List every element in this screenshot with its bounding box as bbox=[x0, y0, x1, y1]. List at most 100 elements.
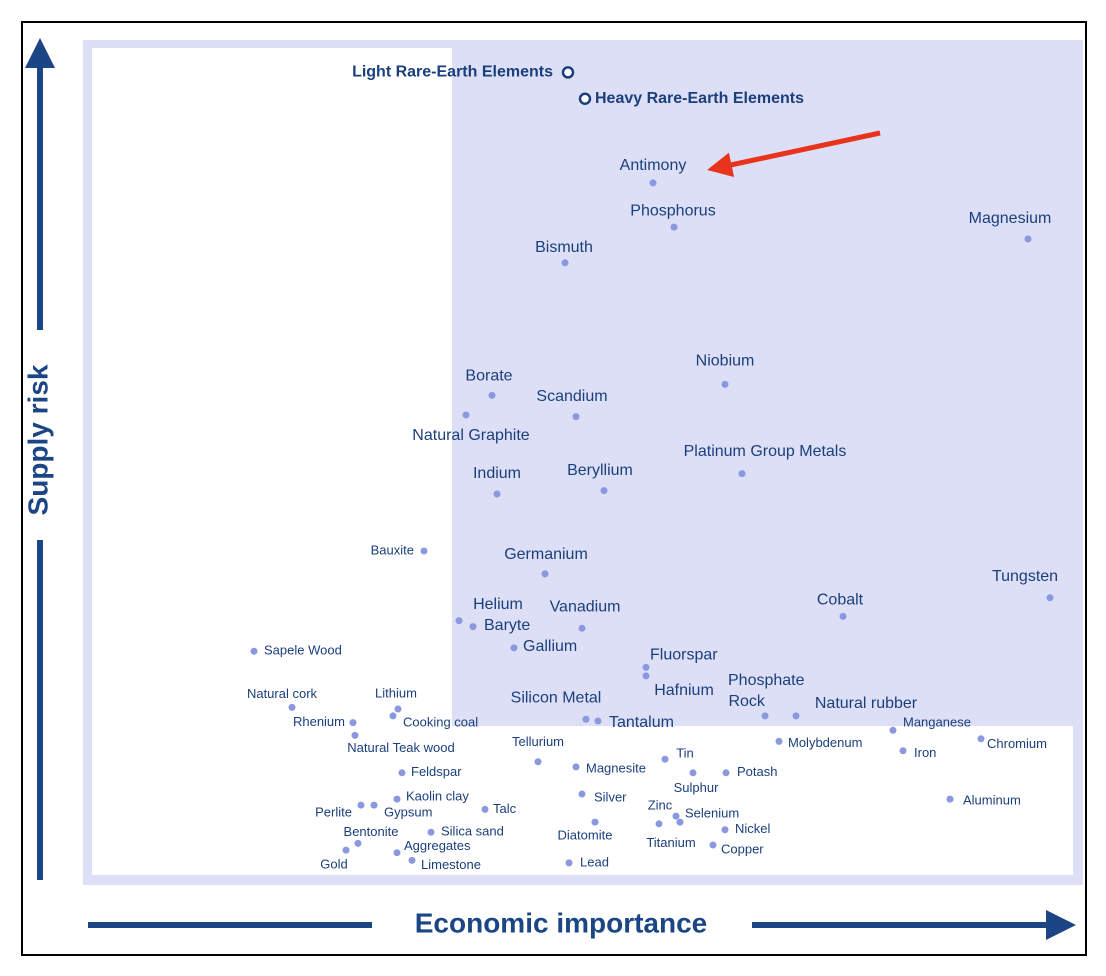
point bbox=[389, 712, 397, 720]
point bbox=[288, 703, 296, 711]
y-axis-title: Supply risk bbox=[22, 364, 53, 515]
critical-region bbox=[452, 40, 1083, 727]
point-label: Tantalum bbox=[609, 714, 674, 731]
point bbox=[408, 856, 416, 864]
point-label: Sapele Wood bbox=[264, 643, 342, 658]
point-label: Vanadium bbox=[550, 599, 621, 616]
point bbox=[722, 769, 730, 777]
point-label: Silver bbox=[594, 789, 627, 804]
point-label: Chromium bbox=[987, 736, 1047, 751]
point-label: Gallium bbox=[523, 638, 577, 655]
point bbox=[591, 818, 599, 826]
point-label: Potash bbox=[737, 764, 777, 779]
point-label: Selenium bbox=[685, 806, 739, 821]
point bbox=[792, 712, 800, 720]
point bbox=[469, 623, 477, 631]
point-label: Phosphorus bbox=[630, 202, 715, 219]
point-label: Aggregates bbox=[404, 838, 471, 853]
point-label: Tellurium bbox=[512, 734, 564, 749]
point bbox=[839, 612, 847, 620]
point-label: Rhenium bbox=[293, 714, 345, 729]
annotation-arrow bbox=[707, 130, 881, 178]
point-label: Diatomite bbox=[558, 828, 613, 843]
point bbox=[427, 828, 435, 836]
point bbox=[572, 763, 580, 771]
point-label: Natural cork bbox=[247, 686, 318, 701]
point-label: Platinum Group Metals bbox=[684, 443, 847, 460]
point bbox=[565, 859, 573, 867]
point bbox=[655, 820, 663, 828]
point bbox=[481, 805, 489, 813]
point bbox=[349, 719, 357, 727]
point bbox=[578, 790, 586, 798]
point-label: Feldspar bbox=[411, 764, 462, 779]
point bbox=[721, 826, 729, 834]
point-label: Iron bbox=[914, 745, 936, 760]
point-label: Indium bbox=[473, 465, 521, 482]
point bbox=[670, 223, 678, 231]
point-label: Bentonite bbox=[344, 824, 399, 839]
point bbox=[594, 717, 602, 725]
point bbox=[582, 715, 590, 723]
point bbox=[775, 737, 783, 745]
plot-background bbox=[83, 40, 1083, 885]
point bbox=[946, 795, 954, 803]
point-label: Light Rare-Earth Elements bbox=[352, 64, 553, 81]
point bbox=[689, 769, 697, 777]
hollow-point bbox=[578, 92, 592, 105]
point bbox=[899, 747, 907, 755]
point bbox=[738, 470, 746, 478]
point bbox=[642, 663, 650, 671]
point bbox=[462, 411, 470, 419]
point-label: Aluminum bbox=[963, 793, 1021, 808]
point-label: Perlite bbox=[315, 805, 352, 820]
point bbox=[761, 712, 769, 720]
point bbox=[370, 801, 378, 809]
point-label: Silica sand bbox=[441, 824, 504, 839]
point-label: Manganese bbox=[903, 715, 971, 730]
point bbox=[510, 644, 518, 652]
point-label: Limestone bbox=[421, 857, 481, 872]
point-label: Tin bbox=[676, 746, 694, 761]
point bbox=[488, 391, 496, 399]
point bbox=[394, 705, 402, 713]
point bbox=[393, 849, 401, 857]
point bbox=[357, 801, 365, 809]
point-label: Lead bbox=[580, 854, 609, 869]
point-label: Bismuth bbox=[535, 239, 593, 256]
point bbox=[672, 812, 680, 820]
point-label: Gold bbox=[320, 857, 347, 872]
point-label: Magnesite bbox=[586, 760, 646, 775]
point bbox=[572, 413, 580, 421]
point bbox=[709, 841, 717, 849]
x-axis-title: Economic importance bbox=[415, 907, 708, 938]
point bbox=[393, 795, 401, 803]
point-label: Natural Graphite bbox=[412, 427, 529, 444]
point-label: Germanium bbox=[504, 546, 588, 563]
point-label: Talc bbox=[493, 801, 517, 816]
point bbox=[676, 818, 684, 826]
point-label: Nickel bbox=[735, 821, 771, 836]
point-label: Molybdenum bbox=[788, 735, 862, 750]
point-label: Silicon Metal bbox=[511, 689, 602, 706]
point-label: Lithium bbox=[375, 685, 417, 700]
point-label: Natural rubber bbox=[815, 695, 918, 712]
point-label: Scandium bbox=[536, 388, 607, 405]
point-label: Natural Teak wood bbox=[347, 740, 454, 755]
point bbox=[561, 259, 569, 267]
point-label: Titanium bbox=[646, 835, 695, 850]
point bbox=[351, 731, 359, 739]
point-label: Zinc bbox=[648, 798, 673, 813]
point bbox=[642, 672, 650, 680]
point bbox=[649, 179, 657, 187]
point-label: Beryllium bbox=[567, 462, 633, 479]
point bbox=[398, 769, 406, 777]
point-label: Magnesium bbox=[969, 210, 1052, 227]
point-label: Copper bbox=[721, 841, 764, 856]
point-label: Gypsum bbox=[384, 805, 432, 820]
point bbox=[342, 846, 350, 854]
hollow-point bbox=[561, 66, 575, 79]
point bbox=[420, 547, 428, 555]
point-label: Helium bbox=[473, 596, 523, 613]
